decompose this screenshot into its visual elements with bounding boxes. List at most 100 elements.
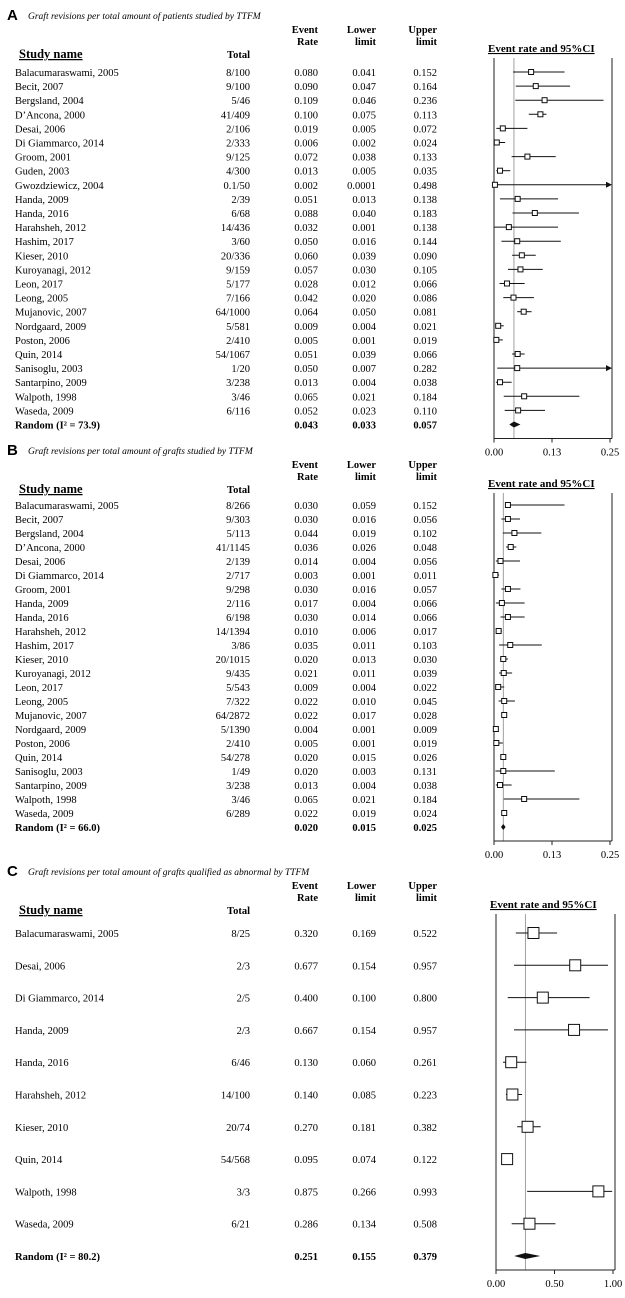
- study-name: Waseda, 2009: [15, 406, 74, 417]
- study-total: 9/435: [226, 669, 250, 680]
- pooled-rate: 0.251: [294, 1252, 318, 1263]
- study-lower: 0.039: [352, 251, 376, 262]
- study-total: 2/410: [226, 739, 250, 750]
- point-estimate-marker: [495, 628, 502, 634]
- column-header-upper: Upper: [408, 25, 437, 36]
- study-lower: 0.039: [352, 350, 376, 361]
- study-lower: 0.030: [352, 265, 376, 276]
- point-estimate-marker: [499, 125, 506, 132]
- point-estimate-marker: [492, 726, 499, 732]
- study-total: 9/303: [226, 515, 250, 526]
- study-rate: 0.400: [294, 994, 318, 1005]
- study-rate: 0.052: [294, 406, 318, 417]
- point-estimate-marker: [500, 670, 507, 676]
- study-upper: 0.066: [413, 599, 437, 610]
- study-upper: 0.184: [413, 795, 437, 806]
- pooled-label: Random (I² = 80.2): [15, 1252, 100, 1263]
- point-estimate-marker: [520, 308, 527, 315]
- study-total: 2/139: [226, 557, 250, 568]
- study-name: Becit, 2007: [15, 82, 63, 93]
- study-total: 20/336: [221, 251, 250, 262]
- study-lower: 0.003: [352, 767, 376, 778]
- study-rate: 0.020: [294, 767, 318, 778]
- study-name: Handa, 2016: [15, 613, 69, 624]
- study-name: Desai, 2006: [15, 124, 65, 135]
- study-rate: 0.875: [294, 1187, 318, 1198]
- point-estimate-marker: [569, 959, 582, 972]
- study-name: Becit, 2007: [15, 515, 63, 526]
- study-lower: 0.016: [352, 585, 376, 596]
- study-lower: 0.010: [352, 697, 376, 708]
- study-rate: 0.003: [294, 571, 318, 582]
- study-upper: 0.024: [413, 809, 437, 820]
- study-name: Quin, 2014: [15, 1155, 63, 1166]
- study-name: Handa, 2009: [15, 1026, 69, 1037]
- study-upper: 0.957: [413, 961, 437, 972]
- study-name: Balacumaraswami, 2005: [15, 929, 119, 940]
- point-estimate-marker: [514, 365, 521, 372]
- study-rate: 0.030: [294, 515, 318, 526]
- point-estimate-marker: [497, 379, 504, 386]
- ci-arrow: [606, 365, 612, 372]
- column-header-total: Total: [227, 485, 250, 496]
- point-estimate-marker: [492, 572, 499, 578]
- study-upper: 0.057: [413, 585, 437, 596]
- point-estimate-marker: [495, 322, 502, 329]
- study-name: Di Giammarco, 2014: [15, 139, 105, 150]
- study-name: Sanisoglu, 2003: [15, 364, 83, 375]
- study-lower: 0.016: [352, 237, 376, 248]
- panel-letter: A: [7, 7, 18, 24]
- study-total: 14/1394: [216, 627, 251, 638]
- study-upper: 0.993: [413, 1187, 437, 1198]
- point-estimate-marker: [515, 407, 522, 414]
- point-estimate-marker: [493, 740, 500, 746]
- study-upper: 0.382: [413, 1123, 437, 1134]
- study-upper: 0.072: [413, 124, 437, 135]
- study-name: Guden, 2003: [15, 167, 69, 178]
- study-rate: 0.065: [294, 795, 318, 806]
- study-lower: 0.016: [352, 515, 376, 526]
- study-lower: 0.004: [352, 781, 376, 792]
- study-lower: 0.021: [352, 392, 376, 403]
- point-estimate-marker: [504, 516, 511, 522]
- study-total: 9/298: [226, 585, 250, 596]
- study-upper: 0.056: [413, 557, 437, 568]
- point-estimate-marker: [521, 393, 528, 400]
- study-upper: 0.522: [413, 929, 437, 940]
- study-upper: 0.184: [413, 392, 437, 403]
- study-upper: 0.081: [413, 308, 437, 319]
- study-name: Harahsheh, 2012: [15, 627, 86, 638]
- pooled-lower: 0.155: [352, 1252, 376, 1263]
- study-total: 20/1015: [216, 655, 250, 666]
- study-total: 7/166: [226, 294, 250, 305]
- study-rate: 0.065: [294, 392, 318, 403]
- study-total: 9/159: [226, 265, 250, 276]
- point-estimate-marker: [514, 195, 521, 202]
- study-total: 8/25: [231, 929, 250, 940]
- study-lower: 0.046: [352, 96, 376, 107]
- study-rate: 0.088: [294, 209, 318, 220]
- study-rate: 0.028: [294, 280, 318, 291]
- study-name: Kuroyanagi, 2012: [15, 669, 91, 680]
- plot-header: Event rate and 95%CI: [488, 478, 595, 490]
- study-rate: 0.020: [294, 655, 318, 666]
- study-total: 2/116: [226, 599, 250, 610]
- column-header-rate: Event: [292, 881, 319, 892]
- point-estimate-marker: [501, 712, 508, 718]
- study-upper: 0.066: [413, 280, 437, 291]
- study-rate: 0.270: [294, 1123, 318, 1134]
- point-estimate-marker: [592, 1185, 605, 1198]
- study-lower: 0.006: [352, 627, 376, 638]
- study-name: Harahsheh, 2012: [15, 1091, 86, 1102]
- study-rate: 0.009: [294, 322, 318, 333]
- point-estimate-marker: [532, 83, 539, 90]
- study-rate: 0.021: [294, 669, 318, 680]
- column-header-rate: Rate: [297, 37, 318, 48]
- pooled-diamond: [500, 824, 506, 830]
- study-rate: 0.140: [294, 1091, 318, 1102]
- study-total: 6/68: [231, 209, 250, 220]
- study-name: Handa, 2009: [15, 599, 69, 610]
- study-lower: 0.181: [352, 1123, 376, 1134]
- study-upper: 0.086: [413, 294, 437, 305]
- study-lower: 0.060: [352, 1058, 376, 1069]
